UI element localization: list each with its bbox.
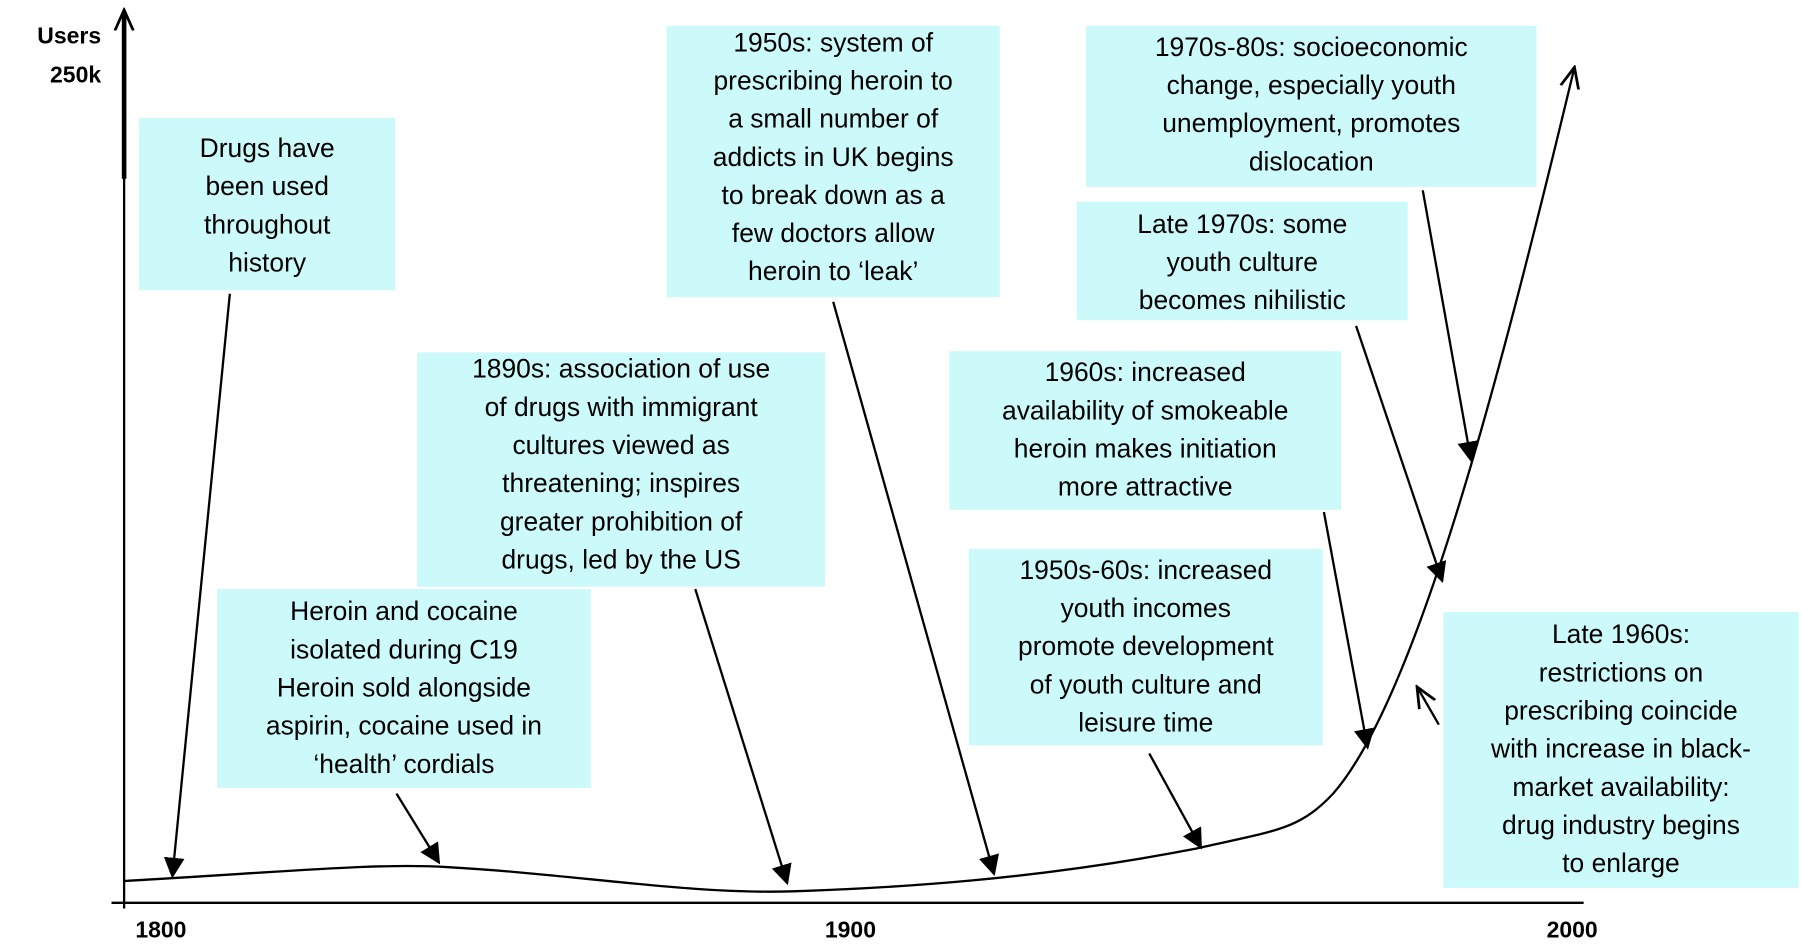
- annotation-line: with increase in black-: [1490, 734, 1751, 764]
- annotation-line: market availability:: [1512, 772, 1729, 802]
- arrow: [1417, 687, 1440, 726]
- arrows: [163, 190, 1478, 886]
- x-tick-label: 1900: [825, 917, 876, 943]
- annotation: 1950s-60s: increased youth incomes promote…: [968, 548, 1323, 746]
- arrow: [1322, 511, 1375, 750]
- annotation-line: history: [228, 248, 307, 278]
- annotation-line: been used: [205, 171, 328, 201]
- annotation-line: throughout: [204, 209, 331, 239]
- annotation-line: a small number of: [728, 104, 939, 134]
- annotation-line: Heroin and cocaine: [290, 596, 518, 626]
- annotation-line: availability of smokeable: [1002, 395, 1288, 425]
- annotation-line: to enlarge: [1562, 848, 1680, 878]
- annotation-line: of drugs with immigrant: [485, 392, 759, 422]
- annotation: 1970s-80s: socioeconomic change, especial…: [1086, 25, 1537, 187]
- annotation-box: [1076, 201, 1408, 321]
- annotation: Late 1970s: some youth culture becomes nih…: [1076, 201, 1408, 321]
- annotation-line: 1950s: system of: [733, 27, 933, 57]
- arrow: [1355, 325, 1447, 583]
- annotation-line: promote development: [1018, 631, 1274, 661]
- annotation-line: Heroin sold alongside: [277, 673, 531, 703]
- annotation-line: 1890s: association of use: [472, 354, 770, 384]
- y-label: Users: [37, 23, 101, 49]
- annotation-line: threatening; inspires: [502, 468, 740, 498]
- annotation-line: change, especially youth: [1167, 70, 1456, 100]
- annotation-line: prescribing coincide: [1504, 695, 1738, 725]
- annotation: 1890s: association of use of drugs with i…: [417, 352, 826, 587]
- annotation-line: 1960s: increased: [1045, 357, 1246, 387]
- annotation: Late 1960s: restrictions on prescribing co…: [1443, 612, 1799, 888]
- y-max-label: 250k: [50, 62, 101, 88]
- annotation-line: of youth culture and: [1030, 669, 1262, 699]
- annotation-line: addicts in UK begins: [713, 142, 954, 172]
- x-tick-label: 1800: [135, 917, 186, 943]
- arrow: [694, 588, 792, 886]
- annotation-line: ‘health’ cordials: [313, 749, 494, 779]
- arrow: [1421, 190, 1478, 463]
- annotation: 1950s: system of prescribing heroin to a s…: [666, 25, 1000, 298]
- annotation-boxes: Drugs have been used throughout history Hero…: [139, 25, 1799, 888]
- annotation-line: dislocation: [1249, 146, 1374, 176]
- annotation-line: few doctors allow: [732, 218, 936, 248]
- annotation-line: greater prohibition of: [500, 506, 743, 536]
- annotation-line: drug industry begins: [1502, 810, 1740, 840]
- annotation-line: 1950s-60s: increased: [1019, 555, 1272, 585]
- annotation: Drugs have been used throughout history: [139, 117, 396, 291]
- annotation-box: [968, 548, 1323, 746]
- annotation-line: restrictions on: [1539, 657, 1703, 687]
- annotation-line: Late 1970s: some: [1137, 209, 1347, 239]
- annotation-line: cultures viewed as: [512, 430, 729, 460]
- arrow: [1148, 752, 1202, 850]
- annotation-box: [217, 589, 591, 788]
- annotation-line: heroin to ‘leak’: [748, 256, 918, 286]
- x-tick-label: 2000: [1547, 917, 1598, 943]
- annotation-line: unemployment, promotes: [1162, 108, 1460, 138]
- arrow: [163, 293, 231, 879]
- annotation: Heroin and cocaine isolated during C19 Her…: [217, 589, 591, 788]
- annotation: 1960s: increased availability of smokeabl…: [949, 351, 1342, 510]
- annotation-line: 1970s-80s: socioeconomic: [1155, 32, 1468, 62]
- annotation-line: prescribing heroin to: [713, 65, 952, 95]
- annotation-box: [949, 351, 1342, 510]
- arrow: [395, 793, 441, 865]
- annotation-box: [666, 25, 1000, 298]
- annotation-line: to break down as a: [722, 180, 946, 210]
- annotation-line: isolated during C19: [290, 634, 518, 664]
- annotation-line: Late 1960s:: [1552, 619, 1690, 649]
- annotation-line: heroin makes initiation: [1014, 433, 1277, 463]
- annotation-line: becomes nihilistic: [1139, 285, 1346, 315]
- trend-curve: [124, 67, 1574, 893]
- arrow: [832, 301, 1000, 877]
- annotation-line: youth culture: [1167, 247, 1318, 277]
- annotation-line: drugs, led by the US: [501, 544, 740, 574]
- annotation-box: [417, 352, 826, 587]
- annotation-line: more attractive: [1058, 472, 1233, 502]
- annotation-line: Drugs have: [200, 133, 335, 163]
- annotation-box: [139, 117, 396, 291]
- annotation-box: [1443, 612, 1799, 888]
- annotation-line: youth incomes: [1061, 593, 1231, 623]
- annotation-line: leisure time: [1078, 707, 1213, 737]
- annotation-box: [1086, 25, 1537, 187]
- annotation-line: aspirin, cocaine used in: [266, 711, 542, 741]
